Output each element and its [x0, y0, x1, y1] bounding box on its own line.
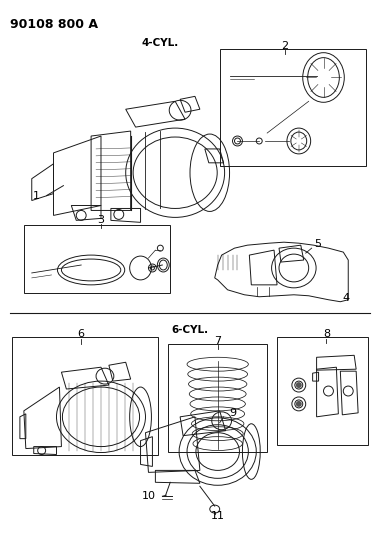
- Text: 7: 7: [214, 336, 221, 346]
- Text: 9: 9: [229, 408, 236, 418]
- Bar: [168, 344, 267, 451]
- Text: 90108 800 A: 90108 800 A: [10, 18, 98, 31]
- Text: 11: 11: [211, 511, 225, 521]
- Text: 6-CYL.: 6-CYL.: [171, 325, 209, 335]
- Text: 6: 6: [78, 329, 85, 340]
- Text: 10: 10: [141, 491, 155, 501]
- Bar: [277, 337, 368, 445]
- Circle shape: [296, 382, 302, 388]
- Bar: [220, 49, 366, 166]
- Text: 2: 2: [281, 41, 288, 51]
- Text: 4-CYL.: 4-CYL.: [142, 38, 179, 48]
- Text: 5: 5: [314, 239, 321, 249]
- Bar: [12, 337, 158, 455]
- Text: 3: 3: [98, 215, 104, 225]
- Bar: [24, 225, 170, 293]
- Text: 4: 4: [343, 293, 350, 303]
- Circle shape: [296, 401, 302, 407]
- Text: 8: 8: [323, 329, 330, 340]
- Text: 1: 1: [33, 191, 40, 200]
